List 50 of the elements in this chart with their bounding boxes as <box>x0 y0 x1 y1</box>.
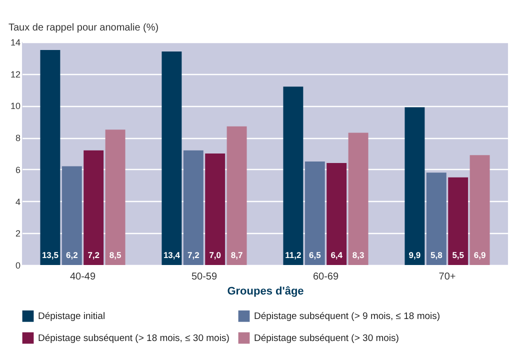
data-label: 5,8 <box>430 250 443 260</box>
bar <box>404 107 425 265</box>
legend-label: Dépistage subséquent (> 18 mois, ≤ 30 mois) <box>38 333 230 344</box>
data-label: 7,2 <box>88 250 100 260</box>
y-axis-title: Taux de rappel pour anomalie (%) <box>8 22 159 34</box>
bar <box>40 50 60 265</box>
data-label: 8,5 <box>109 250 122 260</box>
data-label: 7,0 <box>209 250 222 260</box>
bar <box>84 150 104 265</box>
bar <box>426 172 446 265</box>
bar <box>470 155 490 265</box>
bar <box>105 130 126 265</box>
y-tick-label: 4 <box>15 196 20 207</box>
y-tick-label: 8 <box>15 133 20 144</box>
bar <box>62 166 82 265</box>
bar <box>448 177 468 265</box>
y-tick-label: 0 <box>15 260 20 270</box>
y-tick-label: 12 <box>10 69 20 80</box>
data-label: 7,2 <box>187 250 200 260</box>
legend-label: Dépistage subséquent (> 30 mois) <box>254 333 399 344</box>
data-label: 13,4 <box>163 250 180 260</box>
legend-label: Dépistage subséquent (> 9 mois, ≤ 18 mois) <box>254 311 440 322</box>
bar <box>304 161 325 265</box>
data-label: 6,2 <box>66 250 78 260</box>
x-tick-label: 70+ <box>438 272 456 282</box>
x-tick-label: 60-69 <box>312 272 339 282</box>
bar <box>205 154 226 265</box>
y-tick-label: 14 <box>10 38 20 48</box>
data-label: 6,9 <box>474 250 486 260</box>
bar <box>162 52 182 265</box>
legend-label: Dépistage initial <box>38 311 106 322</box>
bar <box>226 126 247 265</box>
data-label: 6,5 <box>308 250 322 260</box>
data-label: 8,3 <box>352 250 364 260</box>
data-label: 8,7 <box>230 250 243 260</box>
data-label: 6,4 <box>330 250 343 260</box>
y-tick-label: 2 <box>15 228 20 239</box>
x-axis-title: Groupes d'âge <box>227 286 304 298</box>
data-label: 11,2 <box>285 250 302 260</box>
bar <box>348 132 368 265</box>
bar <box>326 163 347 265</box>
x-tick-label: 40-49 <box>70 272 96 282</box>
bar <box>183 150 204 265</box>
data-label: 5,5 <box>452 250 464 260</box>
bar <box>283 86 304 265</box>
data-label: 13,5 <box>42 250 59 260</box>
y-tick-label: 6 <box>15 164 20 175</box>
x-tick-label: 50-59 <box>191 272 218 282</box>
data-label: 9,9 <box>408 250 421 260</box>
y-tick-label: 10 <box>10 101 20 112</box>
